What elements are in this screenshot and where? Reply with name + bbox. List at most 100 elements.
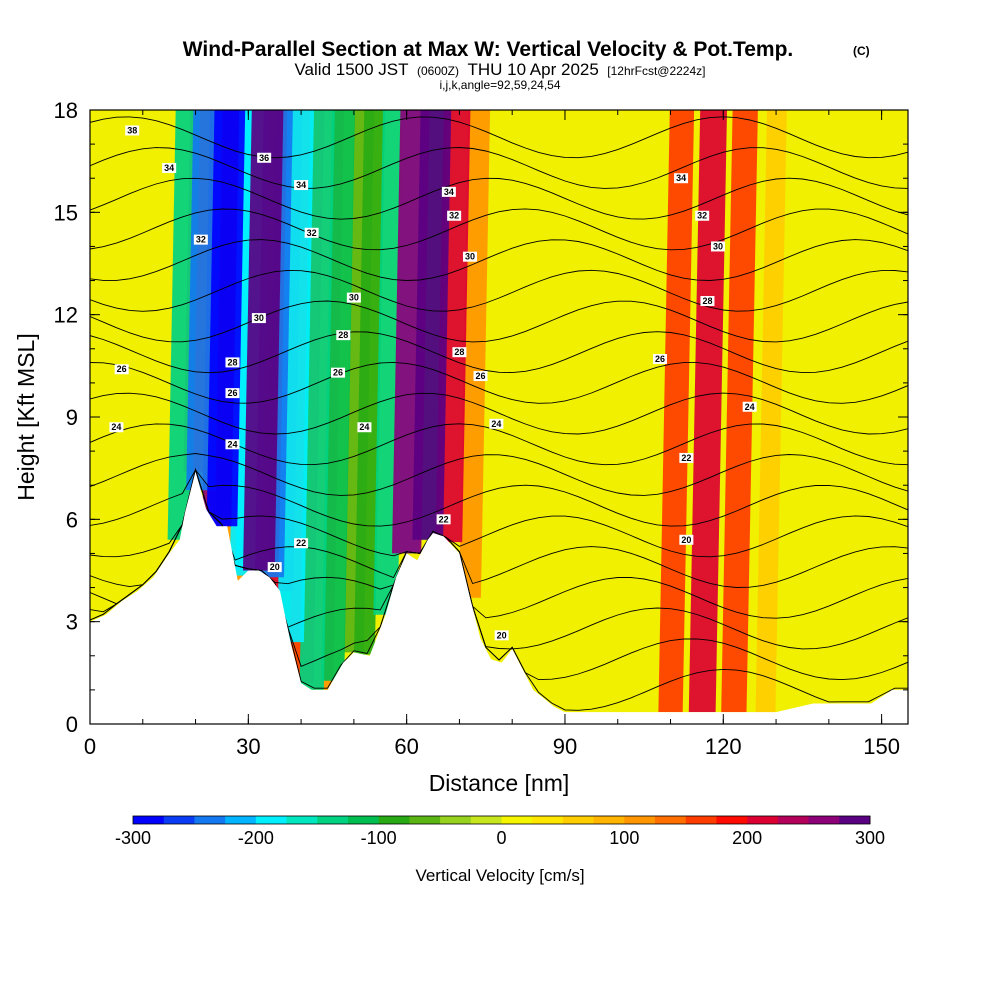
colorbar-swatch (286, 816, 318, 824)
colorbar-swatch (624, 816, 656, 824)
colorbar-swatch (255, 816, 288, 824)
subtitle-valid: Valid 1500 JST (294, 60, 408, 79)
theta-label-32: 32 (447, 210, 462, 221)
colorbar-swatch (655, 816, 687, 824)
svg-text:26: 26 (117, 364, 127, 374)
velocity-band (243, 110, 284, 571)
theta-label-26: 26 (652, 354, 667, 365)
chart-title-mark: (C) (853, 44, 870, 58)
chart-subtitle-grid-info: i,j,k,angle=92,59,24,54 (439, 78, 560, 92)
subtitle-forecast: [12hrFcst@2224z] (607, 64, 705, 78)
theta-label-38: 38 (125, 125, 140, 136)
svg-text:34: 34 (444, 187, 454, 197)
theta-label-20: 20 (679, 534, 694, 545)
svg-text:30: 30 (349, 293, 359, 303)
theta-label-32: 32 (304, 227, 319, 238)
theta-label-24: 24 (489, 418, 504, 429)
y-tick-label: 15 (54, 200, 78, 225)
theta-label-30: 30 (346, 292, 361, 303)
svg-text:26: 26 (655, 354, 665, 364)
svg-text:30: 30 (465, 252, 475, 262)
chart-title: Wind-Parallel Section at Max W: Vertical… (183, 38, 794, 61)
terrain-mask (90, 471, 908, 724)
colorbar-swatch (347, 816, 380, 824)
theta-label-22: 22 (436, 514, 451, 525)
svg-text:28: 28 (338, 330, 348, 340)
theta-label-26: 26 (331, 367, 346, 378)
theta-contour-line (90, 269, 908, 312)
theta-label-26: 26 (225, 388, 240, 399)
theta-label-30: 30 (711, 241, 726, 252)
y-tick-label: 6 (66, 507, 78, 532)
theta-contour-line (90, 331, 908, 374)
x-axis-label: Distance [nm] (429, 770, 570, 796)
theta-label-26: 26 (114, 364, 129, 375)
svg-text:26: 26 (476, 371, 486, 381)
svg-text:26: 26 (333, 368, 343, 378)
theta-label-20: 20 (267, 562, 282, 573)
theta-label-32: 32 (193, 234, 208, 245)
svg-text:30: 30 (254, 313, 264, 323)
svg-text:32: 32 (196, 235, 206, 245)
colorbar-tick-label: -200 (238, 828, 274, 848)
svg-text:34: 34 (676, 173, 686, 183)
colorbar-swatch (501, 816, 533, 824)
svg-text:36: 36 (259, 153, 269, 163)
svg-text:28: 28 (454, 347, 464, 357)
y-tick-label: 12 (54, 303, 78, 328)
svg-text:24: 24 (359, 422, 369, 432)
colorbar-swatch (562, 816, 595, 824)
theta-label-32: 32 (695, 210, 710, 221)
svg-text:26: 26 (227, 388, 237, 398)
x-tick-label: 60 (394, 734, 418, 759)
theta-contour-line (90, 469, 908, 527)
colorbar-swatch (716, 816, 748, 824)
colorbar-swatch (532, 816, 564, 824)
colorbar-swatch (194, 816, 226, 824)
colorbar-tick-label: 200 (732, 828, 762, 848)
svg-text:22: 22 (296, 538, 306, 548)
svg-text:34: 34 (296, 180, 306, 190)
x-tick-label: 120 (705, 734, 742, 759)
y-tick-label: 3 (66, 610, 78, 635)
theta-label-22: 22 (294, 538, 309, 549)
svg-text:24: 24 (745, 402, 755, 412)
colorbar-swatch (440, 816, 472, 824)
theta-label-34: 34 (674, 173, 689, 184)
velocity-band (721, 110, 758, 713)
colorbar-swatch (685, 816, 717, 824)
theta-contour-line (90, 361, 908, 404)
svg-text:22: 22 (439, 514, 449, 524)
colorbar-tick-label: 0 (496, 828, 506, 848)
x-tick-label: 90 (553, 734, 577, 759)
velocity-band (412, 110, 452, 540)
svg-text:34: 34 (164, 163, 174, 173)
theta-contour-line (90, 208, 908, 251)
colorbar-swatch (747, 816, 779, 824)
theta-label-34: 34 (294, 180, 309, 191)
x-tick-label: 30 (236, 734, 260, 759)
velocity-band (755, 110, 787, 713)
svg-text:30: 30 (713, 241, 723, 251)
theta-label-30: 30 (251, 313, 266, 324)
colorbar-swatch (317, 816, 349, 824)
velocity-band (206, 110, 246, 527)
theta-contour-line (90, 116, 908, 159)
theta-contour-line (90, 177, 908, 220)
theta-label-28: 28 (336, 330, 351, 341)
theta-label-34: 34 (441, 186, 456, 197)
svg-text:24: 24 (491, 419, 501, 429)
velocity-field (167, 110, 787, 713)
velocity-band (688, 110, 727, 713)
theta-label-28: 28 (452, 347, 467, 358)
velocity-band (658, 110, 695, 713)
svg-text:22: 22 (681, 453, 691, 463)
colorbar-tick-label: -100 (361, 828, 397, 848)
theta-label-34: 34 (162, 162, 177, 173)
theta-label-36: 36 (257, 152, 272, 163)
svg-text:32: 32 (307, 228, 317, 238)
colorbar-label: Vertical Velocity [cm/s] (415, 866, 584, 885)
svg-text:20: 20 (497, 630, 507, 640)
